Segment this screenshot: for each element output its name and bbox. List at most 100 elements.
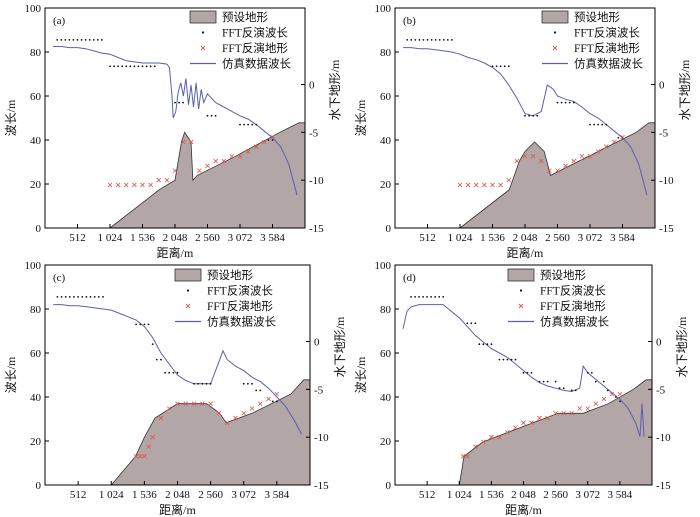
y-tick-label: 80: [380, 47, 392, 59]
panel-label: (a): [53, 15, 66, 27]
legend-label: FFT反演波长: [222, 26, 288, 40]
x-tick-label: 2 048: [511, 489, 536, 501]
fft-terrain-marker: [545, 415, 550, 421]
y2-tick-label: -10: [659, 175, 674, 187]
fft-wavelength-point: [149, 65, 152, 68]
fft-wavelength-point: [174, 101, 176, 104]
y-tick-label: 100: [375, 260, 392, 272]
fft-wavelength-point: [514, 358, 517, 361]
y2-tick-label: 0: [656, 337, 662, 349]
fft-wavelength-point: [84, 39, 87, 41]
fft-wavelength-point: [503, 65, 506, 68]
fft-wavelength-point: [267, 139, 270, 141]
fft-wavelength-point: [536, 114, 539, 117]
fft-wavelength-point: [606, 389, 609, 392]
fft-terrain-marker: [200, 401, 205, 406]
y-axis-label: 波长/m: [4, 99, 18, 136]
fft-terrain-marker: [123, 182, 129, 188]
fft-wavelength-point: [546, 380, 549, 383]
fft-wavelength-point: [426, 296, 428, 298]
x-tick-label: 1 024: [98, 232, 123, 244]
fft-wavelength-point: [92, 39, 95, 41]
fft-wavelength-point: [564, 101, 567, 104]
fft-terrain-marker: [498, 182, 503, 188]
y2-tick-label: -10: [309, 175, 324, 187]
fft-terrain-marker: [482, 182, 487, 188]
y2-tick-label: -5: [314, 384, 324, 396]
fft-wavelength-point: [121, 65, 124, 68]
legend-label: 仿真数据波长: [540, 315, 609, 329]
fft-terrain-marker: [233, 415, 238, 421]
y2-tick-label: -5: [309, 127, 319, 139]
x-tick-label: 3 584: [265, 489, 290, 501]
x-axis-label: 距离/m: [507, 245, 544, 260]
fft-terrain-marker: [245, 149, 251, 154]
fft-terrain-marker: [132, 182, 137, 188]
fft-wavelength-point: [524, 114, 526, 117]
x-tick-label: 2 048: [163, 232, 188, 244]
fft-wavelength-point: [201, 382, 204, 385]
fft-wavelength-point: [113, 65, 115, 68]
fft-wavelength-point: [602, 380, 605, 383]
y-tick-label: 20: [30, 436, 42, 448]
fft-terrain-marker: [489, 434, 494, 440]
fft-wavelength-point: [96, 39, 99, 41]
fft-wavelength-point: [490, 343, 493, 346]
fft-terrain-marker: [221, 158, 227, 164]
fft-wavelength-point: [430, 39, 433, 41]
fft-terrain-marker: [274, 391, 280, 397]
y2-tick-label: -10: [314, 432, 329, 444]
fft-terrain-marker: [561, 410, 566, 416]
fft-wavelength-point: [528, 114, 530, 117]
x-tick-label: 2 560: [543, 489, 568, 501]
fft-wavelength-point: [498, 358, 501, 361]
fft-terrain-marker: [595, 149, 601, 154]
fft-wavelength-point: [160, 358, 162, 361]
fft-wavelength-point: [538, 380, 541, 383]
fft-terrain-marker: [530, 153, 536, 159]
fft-wavelength-point: [594, 380, 597, 383]
fft-wavelength-point: [251, 123, 254, 126]
panel-c: 0 20 40 60 80 100 0 -5 -10 -15 512 1 024 1 536 2 048 2…: [4, 260, 347, 517]
sim-wavelength-line: [402, 304, 645, 437]
fft-terrain-marker: [241, 410, 247, 416]
x-tick-label: 1 536: [480, 232, 505, 244]
fft-wavelength-point: [562, 387, 565, 390]
y2-tick-label: 0: [314, 337, 320, 349]
fft-wavelength-point: [139, 323, 142, 326]
fft-wavelength-point: [109, 65, 111, 68]
fft-wavelength-point: [430, 296, 432, 298]
y-tick-label: 20: [380, 179, 392, 191]
fft-wavelength-point: [93, 296, 96, 298]
fft-wavelength-point: [64, 39, 67, 41]
fft-wavelength-point: [590, 371, 593, 374]
fft-terrain-marker: [521, 420, 526, 426]
fft-terrain-marker: [464, 454, 470, 459]
panel-label: (d): [403, 272, 416, 284]
y-tick-label: 0: [386, 480, 392, 492]
fft-terrain-marker: [253, 144, 259, 149]
fft-terrain-marker: [146, 444, 151, 450]
fft-terrain-marker: [555, 168, 560, 173]
x-tick-label: 512: [419, 232, 436, 244]
fft-wavelength-point: [239, 123, 241, 126]
x-tick-label: 1 024: [447, 489, 472, 501]
fft-wavelength-point: [68, 296, 71, 298]
legend-swatch-terrain: [189, 10, 217, 24]
fft-wavelength-point: [617, 136, 620, 139]
fft-wavelength-point: [438, 39, 441, 41]
fft-wavelength-point: [97, 296, 100, 298]
y-tick-label: 80: [30, 47, 42, 59]
legend-swatch-terrain: [174, 268, 202, 282]
fft-terrain-marker: [191, 401, 197, 406]
fft-terrain-marker: [156, 177, 162, 183]
panel-label: (b): [403, 15, 416, 27]
fft-terrain-marker: [158, 415, 164, 421]
fft-wavelength-point: [77, 296, 79, 298]
fft-wavelength-point: [414, 296, 416, 298]
fft-wavelength-point: [141, 65, 144, 68]
terrain-area: [458, 379, 653, 486]
